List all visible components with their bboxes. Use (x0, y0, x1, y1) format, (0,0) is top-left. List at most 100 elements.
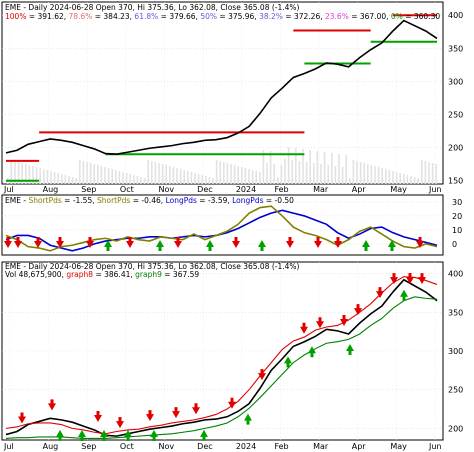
volume-bar (237, 166, 239, 184)
volume-bar (295, 148, 297, 184)
volume-bar (284, 159, 286, 184)
buy-arrow (308, 346, 316, 358)
volume-bar (115, 170, 117, 184)
volume-bar (61, 174, 63, 184)
volume-bar (359, 162, 362, 184)
volume-bar (187, 171, 189, 184)
sell-arrow (86, 237, 94, 248)
volume-bar (97, 165, 99, 184)
buy-arrow (100, 430, 108, 441)
volume-bar (176, 168, 178, 184)
volume-bar (215, 160, 218, 184)
volume-bar (133, 175, 135, 184)
volume-bar (183, 170, 185, 184)
fib-level-label: 100% (5, 12, 26, 21)
volume-bar (147, 160, 149, 184)
oscillator-ticker: EME - (5, 196, 28, 205)
volume-bar (251, 170, 254, 184)
volume-bar (417, 178, 419, 184)
sell-arrow (300, 322, 308, 334)
price-header: 100% = 391.62, 78.6% = 384.23, 61.8% = 3… (5, 12, 440, 21)
volume-bar (341, 167, 344, 184)
x-axis-label: Apr (352, 185, 367, 194)
volume-bar (291, 160, 293, 184)
indicator-arrows (18, 273, 426, 441)
fib-level-label: 61.8% (132, 12, 158, 21)
volume-bar (194, 173, 196, 184)
x-axis-label: 2024 (236, 185, 256, 194)
volume-bar (406, 175, 409, 184)
sell-arrow (390, 273, 398, 285)
x-axis-label: Aug (43, 442, 59, 451)
volume-bar (21, 163, 23, 184)
volume-bar (223, 162, 225, 184)
volume-bar (302, 149, 304, 184)
volume-bar (205, 176, 207, 184)
volume-bar (230, 164, 232, 184)
sell-arrow (376, 287, 384, 299)
volume-bar (388, 170, 391, 184)
indicator-panel-frame (1, 261, 444, 441)
sell-arrow (172, 407, 180, 419)
buy-arrow (206, 240, 214, 251)
x-axis-label: Mar (313, 185, 329, 194)
volume-bar (244, 168, 247, 184)
sell-arrow (334, 237, 342, 248)
oscillator-y-tick: 20 (452, 212, 462, 221)
volume-bar (165, 165, 167, 184)
sell-arrow (228, 397, 236, 409)
sell-arrow (418, 273, 426, 285)
volume-bar (399, 173, 401, 184)
sell-arrow (126, 237, 134, 248)
volume-bar (89, 163, 92, 184)
sell-arrow (232, 237, 240, 248)
indicator-y-ticks: 200 250 300 350 400 (448, 270, 463, 434)
volume-bar (403, 174, 405, 184)
price-y-ticks: 150 200 250 300 350 400 (448, 11, 463, 185)
volume-bar (43, 169, 45, 184)
x-axis-label: Sep (81, 442, 96, 451)
oscillator-series-label: LongPds (232, 196, 263, 205)
sell-arrow (14, 237, 22, 248)
sell-arrow (416, 237, 424, 248)
volume-bar (226, 163, 229, 184)
indicator-y-tick: 350 (448, 308, 463, 317)
oscillator-header: EME - ShortPds = -1.55, ShortPds = -0.46… (5, 196, 294, 205)
volume-bar (39, 168, 41, 184)
volume-bar (93, 164, 95, 184)
fib-level-label: 0% (389, 12, 403, 21)
sell-arrow (174, 237, 182, 248)
sell-arrow (286, 237, 294, 248)
fib-level-label: 78.6% (66, 12, 92, 21)
sell-arrow (192, 403, 200, 415)
sell-arrow (316, 317, 324, 329)
buy-arrow (284, 356, 292, 368)
oscillator-series-value: = -3.59, (197, 196, 232, 205)
volume-bar (395, 172, 398, 184)
volume-bar (161, 164, 164, 184)
volume-bar (363, 163, 365, 184)
volume-bar (431, 163, 434, 184)
fib-level-value: = 384.23, (92, 12, 132, 21)
buy-arrow (258, 240, 266, 251)
volume-value: Vol 48,675,900, (5, 270, 66, 279)
fib-level-value: = 372.26, (283, 12, 323, 21)
indicator-header: Vol 48,675,900, graph8 = 386.41, graph9 … (5, 270, 199, 279)
volume-bar (50, 171, 52, 184)
x-axis-label: Dec (197, 185, 212, 194)
volume-bar (421, 160, 423, 184)
volume-bar (323, 152, 326, 184)
volume-bar (158, 163, 160, 184)
volume-bar (46, 170, 49, 184)
volume-bar (255, 171, 257, 184)
oscillator-line (5, 205, 438, 252)
oscillator-series-label: LongPds (166, 196, 197, 205)
fib-level-label: 50% (198, 12, 217, 21)
sell-arrow (34, 237, 42, 248)
oscillator-panel-frame (1, 194, 444, 256)
price-y-tick: 300 (448, 77, 463, 86)
volume-bar (82, 161, 85, 184)
price-panel: 150 200 250 300 350 400 Jul Aug Sep Oct Nov Dec 202… (1, 1, 463, 194)
price-y-tick: 150 (448, 177, 463, 186)
